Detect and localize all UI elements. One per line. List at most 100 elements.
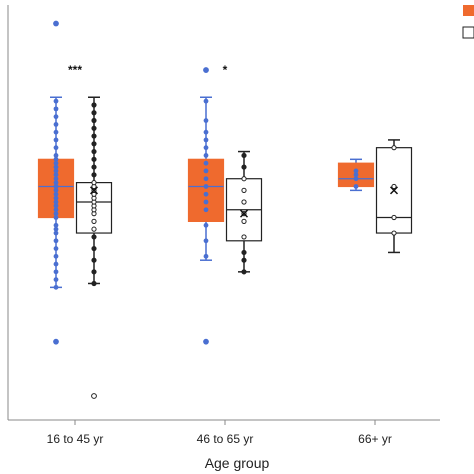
mean-marker	[89, 186, 99, 195]
data-point	[91, 125, 97, 131]
box-group-1-3	[337, 158, 375, 192]
outlier-point	[203, 338, 209, 345]
legend	[462, 5, 474, 39]
data-point	[53, 195, 59, 201]
data-point	[53, 222, 59, 228]
data-point	[353, 172, 359, 178]
data-point	[53, 145, 59, 151]
x-tick-label-3: 66+ yr	[358, 432, 392, 446]
data-point	[53, 129, 59, 135]
data-point	[53, 184, 59, 189]
data-point	[53, 98, 59, 104]
data-point	[241, 234, 247, 240]
data-point	[91, 172, 97, 178]
data-point	[53, 106, 59, 112]
data-point	[91, 133, 97, 139]
legend-swatch-1	[463, 5, 474, 16]
data-point	[203, 168, 209, 174]
data-point	[241, 249, 247, 256]
data-point	[391, 145, 397, 151]
data-point	[391, 230, 397, 236]
x-tick-label-2: 46 to 65 yr	[197, 432, 254, 446]
data-point	[53, 226, 59, 232]
data-point	[53, 137, 59, 143]
data-point	[91, 156, 97, 162]
significance-marker-1: ***	[68, 63, 82, 77]
data-point	[203, 199, 209, 205]
mean-marker	[239, 209, 249, 218]
data-point	[53, 238, 59, 244]
data-point	[53, 156, 59, 162]
data-point	[53, 253, 59, 259]
data-point	[391, 183, 397, 190]
data-point	[91, 180, 97, 186]
data-point	[53, 168, 59, 174]
data-point	[353, 184, 359, 189]
data-point	[91, 117, 97, 124]
legend-swatch-2	[462, 26, 474, 39]
data-point	[53, 191, 59, 197]
data-point	[53, 122, 59, 127]
data-point	[241, 218, 247, 224]
data-point	[241, 176, 247, 182]
box-group-2-2	[225, 150, 263, 275]
data-point	[53, 207, 59, 213]
data-point	[353, 168, 359, 174]
data-point	[53, 246, 59, 251]
box-group-1-1	[37, 20, 75, 345]
data-point	[53, 211, 59, 217]
data-point	[203, 253, 209, 259]
box-group-1-2	[187, 67, 225, 345]
data-point	[91, 234, 97, 240]
x-tick-label-1: 16 to 45 yr	[47, 432, 104, 446]
data-point	[91, 164, 97, 170]
x-axis-title: Age group	[205, 455, 270, 471]
data-point	[91, 226, 97, 232]
data-point	[241, 152, 247, 159]
data-point	[391, 214, 397, 221]
data-point	[203, 137, 209, 143]
data-point	[91, 280, 97, 287]
data-point	[91, 148, 97, 155]
data-point	[203, 207, 209, 213]
data-point	[241, 199, 247, 205]
data-point	[91, 257, 97, 263]
data-point	[53, 277, 59, 282]
data-point	[91, 141, 97, 147]
outlier-point	[53, 20, 59, 27]
data-point	[53, 187, 59, 193]
data-point	[53, 261, 59, 267]
data-point	[53, 153, 59, 158]
significance-marker-2: *	[223, 63, 228, 77]
data-point	[91, 269, 97, 275]
data-point	[53, 215, 59, 220]
mean-marker	[389, 186, 399, 195]
box-group-2-1	[75, 96, 113, 399]
data-point	[203, 184, 209, 189]
data-point	[203, 153, 209, 158]
data-point	[203, 145, 209, 151]
data-point	[91, 102, 97, 108]
data-point	[91, 218, 97, 224]
data-point	[53, 269, 59, 275]
data-point	[91, 245, 97, 252]
data-point	[91, 110, 97, 116]
data-point	[203, 238, 209, 244]
data-point	[241, 187, 247, 193]
data-point	[203, 160, 209, 166]
data-point	[53, 203, 59, 209]
data-point	[53, 180, 59, 186]
data-point	[53, 199, 59, 205]
data-point	[53, 114, 59, 120]
data-point	[241, 269, 247, 275]
data-point	[203, 176, 209, 182]
box-group-2-3	[375, 139, 413, 254]
data-point	[53, 230, 59, 236]
data-point	[53, 284, 59, 290]
data-point	[203, 118, 209, 123]
data-point	[203, 191, 209, 197]
data-point	[241, 164, 247, 170]
outlier-point	[203, 67, 209, 73]
data-point	[53, 160, 59, 166]
